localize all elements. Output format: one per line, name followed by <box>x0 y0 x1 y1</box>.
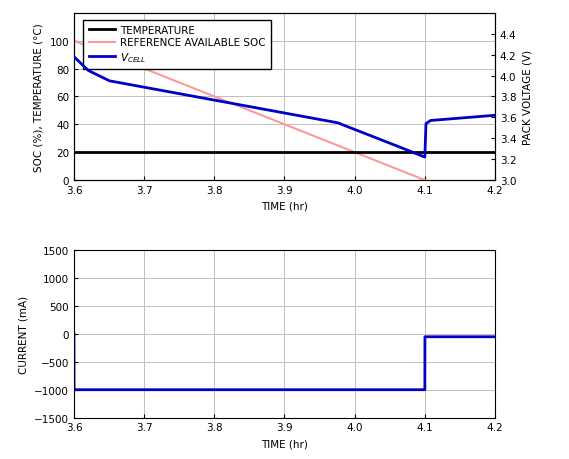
Y-axis label: PACK VOLTAGE (V): PACK VOLTAGE (V) <box>522 50 532 145</box>
Legend: TEMPERATURE, REFERENCE AVAILABLE SOC, $V_{CELL}$: TEMPERATURE, REFERENCE AVAILABLE SOC, $V… <box>84 21 271 70</box>
X-axis label: TIME (hr): TIME (hr) <box>261 438 308 448</box>
REFERENCE AVAILABLE SOC <box>71 39 77 45</box>
X-axis label: TIME (hr): TIME (hr) <box>261 201 308 211</box>
REFERENCE AVAILABLE SOC <box>492 192 498 197</box>
Line: REFERENCE AVAILABLE SOC: REFERENCE AVAILABLE SOC <box>74 42 495 195</box>
REFERENCE AVAILABLE SOC <box>422 178 428 184</box>
Y-axis label: SOC (%), TEMPERATURE (°C): SOC (%), TEMPERATURE (°C) <box>34 23 44 172</box>
Y-axis label: CURRENT (mA): CURRENT (mA) <box>19 295 28 373</box>
